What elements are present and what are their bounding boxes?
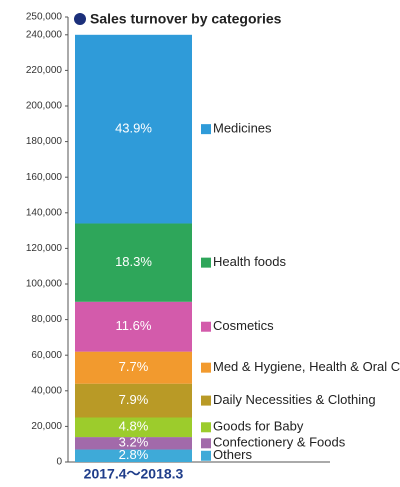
y-tick-label: 0 xyxy=(56,457,62,468)
legend-swatch xyxy=(201,321,211,332)
legend-label: Daily Necessities & Clothing xyxy=(213,392,376,407)
bar-segment xyxy=(75,449,192,462)
y-tick-label: 60,000 xyxy=(31,350,62,361)
legend-label: Others xyxy=(213,447,253,462)
y-tick-label: 40,000 xyxy=(31,385,62,396)
bar-segment xyxy=(75,351,192,384)
legend-swatch xyxy=(201,395,211,406)
value-label: 3.2% xyxy=(119,435,149,450)
x-tick-label: 2017.4～2018.3 xyxy=(84,466,184,482)
legend-label: Medicines xyxy=(213,121,272,136)
y-tick-label: 250,000 xyxy=(26,12,63,23)
value-label: 11.6% xyxy=(116,318,152,333)
legend-swatch xyxy=(201,124,211,135)
legend-swatch xyxy=(201,422,211,433)
bar-segment xyxy=(75,34,192,224)
bar-segment xyxy=(75,223,192,302)
y-tick-label: 80,000 xyxy=(31,314,62,325)
legend-swatch xyxy=(201,450,211,461)
chart-title: Sales turnover by categories xyxy=(90,11,282,27)
value-label: 43.9% xyxy=(115,121,152,136)
y-tick-label: 200,000 xyxy=(26,101,63,112)
bar-segment xyxy=(75,301,192,352)
legend-label: Goods for Baby xyxy=(213,419,304,434)
legend-label: Confectionery & Foods xyxy=(213,435,346,450)
y-tick-label: 140,000 xyxy=(26,207,63,218)
title-bullet xyxy=(74,13,86,25)
legend-swatch xyxy=(201,438,211,449)
value-label: 4.8% xyxy=(119,419,149,434)
value-label: 7.7% xyxy=(119,359,149,374)
value-label: 7.9% xyxy=(119,392,149,407)
value-label: 18.3% xyxy=(115,254,152,269)
legend-label: Cosmetics xyxy=(213,318,274,333)
bar-segment xyxy=(75,437,192,450)
value-label: 2.8% xyxy=(119,447,149,462)
y-tick-label: 240,000 xyxy=(26,29,63,40)
y-tick-label: 160,000 xyxy=(26,172,63,183)
y-tick-label: 100,000 xyxy=(26,279,63,290)
y-tick-label: 180,000 xyxy=(26,136,63,147)
legend-swatch xyxy=(201,362,211,373)
y-tick-label: 220,000 xyxy=(26,65,63,76)
legend-label: Health foods xyxy=(213,254,286,269)
y-tick-label: 120,000 xyxy=(26,243,63,254)
bar-segment xyxy=(75,417,192,438)
y-tick-label: 20,000 xyxy=(31,421,62,432)
legend-label: Med & Hygiene, Health & Oral Care xyxy=(213,359,400,374)
bar-segment xyxy=(75,383,192,418)
legend-swatch xyxy=(201,257,211,268)
